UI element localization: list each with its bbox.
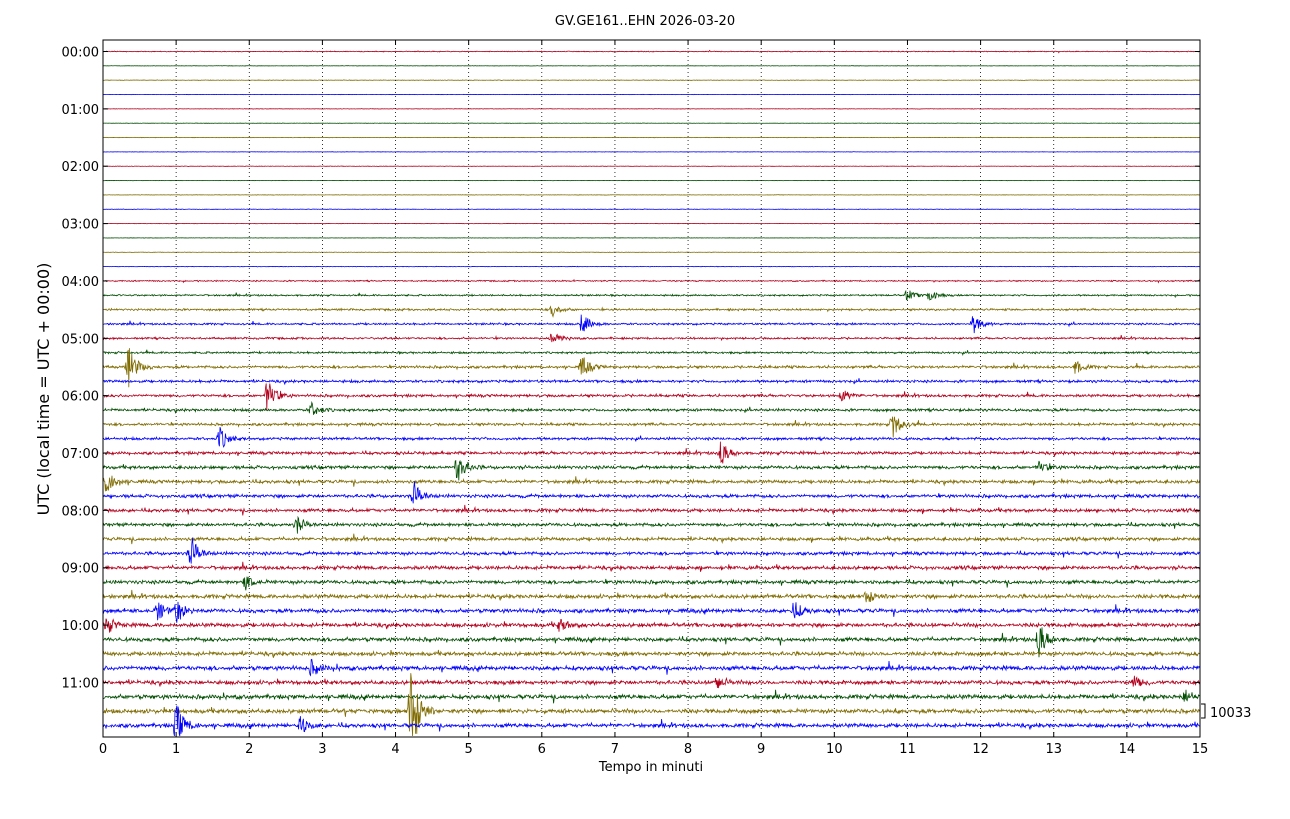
chart-title: GV.GE161..EHN 2026-03-20 <box>555 14 735 29</box>
seismic-trace <box>102 348 1200 388</box>
x-tick-label: 0 <box>99 742 107 757</box>
seismic-trace <box>102 576 1200 591</box>
x-tick-label: 6 <box>538 742 546 757</box>
x-tick-label: 7 <box>611 742 619 757</box>
scale-bar: 10033 <box>1201 703 1251 721</box>
seismic-trace <box>102 400 1201 415</box>
seismic-trace <box>102 601 1200 623</box>
y-axis: 00:00 01:00 02:00 03:00 04:00 05:00 06:00 07:00… <box>62 46 1200 691</box>
x-tick-label: 8 <box>684 742 692 757</box>
seismic-trace <box>102 481 1200 504</box>
x-tick-label: 14 <box>1119 742 1136 757</box>
x-tick-label: 4 <box>391 742 399 757</box>
y-tick-label: 01:00 <box>62 103 99 118</box>
y-tick-label: 06:00 <box>62 390 99 405</box>
x-tick-label: 10 <box>826 742 843 757</box>
seismic-trace <box>102 515 1200 534</box>
x-axis: 0 1 2 3 4 5 6 7 8 9 10 11 12 13 14 15 <box>99 40 1208 757</box>
seismic-trace <box>102 441 1201 464</box>
seismic-trace <box>102 349 1200 356</box>
x-tick-label: 11 <box>899 742 916 757</box>
seismic-trace <box>102 278 1201 284</box>
seismic-trace <box>102 289 1201 301</box>
x-tick-label: 13 <box>1045 742 1062 757</box>
seismic-trace <box>102 333 1201 343</box>
seismic-trace <box>102 314 1201 334</box>
y-tick-label: 03:00 <box>62 218 99 233</box>
x-tick-label: 15 <box>1192 742 1209 757</box>
seismic-trace <box>102 427 1201 448</box>
y-tick-label: 00:00 <box>62 46 99 61</box>
seismic-trace <box>102 504 1200 516</box>
seismic-trace <box>102 383 1201 411</box>
scale-label: 10033 <box>1210 706 1251 721</box>
y-tick-label: 11:00 <box>62 676 99 691</box>
seismic-trace <box>102 649 1200 658</box>
seismic-trace <box>102 618 1200 633</box>
x-axis-label: Tempo in minuti <box>598 760 703 775</box>
y-tick-label: 04:00 <box>62 275 99 290</box>
seismic-trace <box>102 589 1201 603</box>
y-tick-label: 10:00 <box>62 619 99 634</box>
seismic-trace <box>102 108 1200 110</box>
seismic-trace <box>102 673 1201 737</box>
seismic-trace <box>102 627 1201 658</box>
seismic-trace <box>102 49 1201 54</box>
seismic-trace <box>102 208 1200 211</box>
x-tick-label: 2 <box>245 742 253 757</box>
seismic-trace <box>102 251 1200 253</box>
seismic-trace <box>102 475 1201 492</box>
seismic-trace <box>102 675 1201 689</box>
seismic-trace <box>102 689 1200 704</box>
plot-frame <box>102 39 1201 738</box>
seismic-trace <box>102 705 1201 737</box>
seismic-trace <box>102 537 1200 564</box>
seismic-trace <box>102 378 1200 386</box>
y-tick-label: 02:00 <box>62 160 99 175</box>
x-tick-label: 1 <box>172 742 180 757</box>
seismic-trace <box>102 65 1200 67</box>
seismic-trace <box>102 416 1201 438</box>
x-tick-label: 12 <box>972 742 989 757</box>
y-tick-label: 07:00 <box>62 447 99 462</box>
x-tick-label: 3 <box>318 742 326 757</box>
seismic-trace <box>102 265 1200 268</box>
y-tick-label: 08:00 <box>62 504 99 519</box>
grid-lines <box>175 40 1128 737</box>
trace-group <box>102 49 1201 737</box>
y-tick-label: 05:00 <box>62 332 99 347</box>
seismic-trace <box>102 658 1201 677</box>
seismic-trace <box>102 533 1200 545</box>
seismic-trace <box>102 561 1201 572</box>
seismic-trace <box>102 459 1200 481</box>
seismic-trace <box>102 79 1201 82</box>
y-axis-label: UTC (local time = UTC + 00:00) <box>34 263 53 516</box>
y-tick-label: 09:00 <box>62 562 99 577</box>
seismic-trace <box>102 305 1201 318</box>
x-tick-label: 9 <box>757 742 765 757</box>
scale-bracket <box>1201 703 1206 719</box>
x-tick-label: 5 <box>465 742 473 757</box>
